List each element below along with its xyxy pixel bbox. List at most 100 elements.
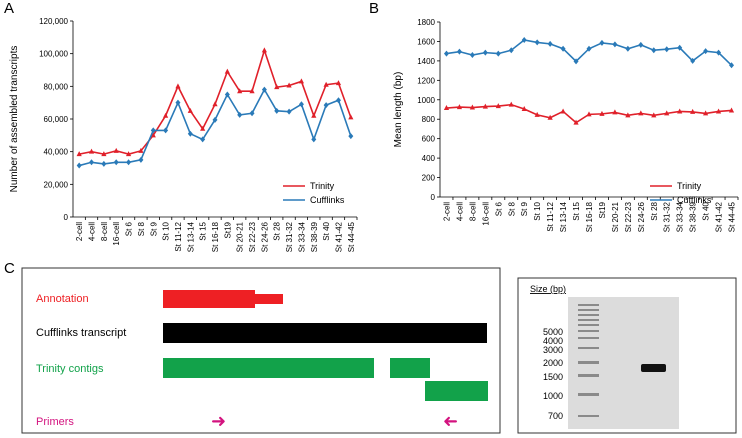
x-tick-label: St 8 — [137, 221, 146, 236]
y-tick-label: 100,000 — [39, 50, 68, 59]
ladder-band — [578, 374, 599, 377]
data-point-cufflinks — [89, 159, 95, 166]
gel-marker-label: 700 — [548, 411, 563, 421]
primer-reverse-arrow-icon: ➜ — [443, 411, 458, 432]
data-point-trinity — [286, 82, 292, 88]
x-tick-label: St 13-14 — [559, 201, 568, 232]
data-point-cufflinks — [482, 49, 488, 56]
data-point-cufflinks — [534, 39, 540, 46]
y-axis-title: Mean length (bp) — [393, 72, 404, 148]
data-point-cufflinks — [101, 160, 107, 167]
x-tick-label: St 6 — [125, 221, 134, 236]
x-tick-label: St 33-34 — [297, 221, 306, 252]
data-point-trinity — [547, 114, 553, 120]
ladder-band — [578, 361, 599, 364]
y-tick-label: 0 — [431, 193, 436, 202]
data-point-trinity — [586, 111, 592, 117]
data-point-trinity — [88, 148, 95, 154]
data-point-trinity — [150, 132, 156, 138]
data-point-cufflinks — [298, 101, 304, 108]
x-tick-label: St 16-18 — [585, 201, 594, 232]
data-point-trinity — [298, 78, 305, 84]
data-point-trinity — [200, 125, 206, 131]
x-tick-label: St 15 — [199, 221, 208, 240]
x-tick-label: St 41-42 — [715, 201, 724, 232]
y-tick-label: 120,000 — [39, 17, 68, 26]
x-tick-label: 8-cell — [100, 222, 109, 241]
data-point-cufflinks — [261, 86, 267, 93]
gel-marker-label: 1500 — [543, 372, 563, 382]
data-point-trinity — [534, 111, 540, 117]
data-point-cufflinks — [311, 136, 317, 143]
data-point-trinity — [163, 112, 169, 118]
gel-marker-label: 3000 — [543, 345, 563, 355]
data-point-cufflinks — [237, 111, 243, 118]
data-point-cufflinks — [547, 40, 553, 47]
y-tick-label: 1000 — [417, 96, 435, 105]
data-point-cufflinks — [138, 156, 144, 163]
series-line-cufflinks — [78, 87, 352, 167]
data-point-cufflinks — [212, 116, 218, 123]
data-point-cufflinks — [690, 57, 696, 64]
x-tick-label: St 24-26 — [637, 201, 646, 232]
x-tick-label: St 31-32 — [663, 201, 672, 232]
data-point-cufflinks — [729, 62, 735, 69]
x-tick-label: St 22-23 — [248, 221, 257, 252]
data-point-trinity — [728, 107, 735, 113]
ladder-lane — [578, 304, 599, 417]
y-tick-label: 400 — [422, 154, 436, 163]
data-point-trinity — [508, 101, 514, 107]
x-tick-label: St 38-39 — [689, 201, 698, 232]
x-tick-label: 8-cell — [468, 202, 477, 221]
x-tick-label: St 22-23 — [624, 201, 633, 232]
ladder-band — [578, 309, 599, 311]
data-point-trinity — [715, 108, 722, 114]
ladder-band — [578, 347, 599, 349]
data-point-trinity — [335, 80, 342, 86]
data-point-cufflinks — [508, 47, 514, 54]
legend-label-trinity: Trinity — [677, 181, 702, 191]
trinity-contig-3 — [425, 381, 488, 401]
y-axis-title: Number of assembled transcripts — [9, 46, 20, 193]
x-tick-label: St 40 — [322, 221, 331, 240]
transcript-schematic: Annotation Cufflinks transcript Trinity … — [21, 267, 501, 434]
primer-forward-arrow-icon: ➜ — [211, 411, 226, 432]
x-tick-label: St 20-21 — [611, 201, 620, 232]
x-tick-label: 4-cell — [455, 202, 464, 221]
data-point-cufflinks — [612, 41, 618, 48]
gel-marker-label: 2000 — [543, 358, 563, 368]
x-tick-label: St19 — [223, 221, 232, 238]
data-point-trinity — [573, 119, 579, 125]
x-tick-label: St 11-12 — [546, 201, 555, 231]
data-point-trinity — [651, 112, 657, 118]
data-point-cufflinks — [703, 48, 709, 55]
data-point-cufflinks — [651, 47, 657, 54]
data-point-cufflinks — [150, 127, 156, 134]
data-point-trinity — [274, 84, 280, 90]
data-point-trinity — [261, 47, 267, 53]
data-point-cufflinks — [716, 49, 722, 56]
ladder-band — [578, 304, 599, 306]
gel-size-label: Size (bp) — [530, 284, 566, 294]
legend-label-trinity: Trinity — [310, 181, 335, 191]
x-tick-label: 2-cell — [442, 202, 451, 221]
data-point-cufflinks — [286, 108, 292, 115]
data-point-cufflinks — [113, 159, 119, 166]
pcr-product-band — [641, 364, 666, 372]
y-tick-label: 1600 — [417, 37, 435, 46]
legend-label-cufflinks: Cufflinks — [677, 195, 712, 205]
y-tick-label: 0 — [64, 213, 69, 222]
data-point-cufflinks — [560, 45, 566, 52]
x-tick-label: St 28 — [650, 201, 659, 220]
data-point-cufflinks — [495, 50, 501, 57]
series-line-cufflinks — [446, 39, 733, 66]
trinity-contigs-label: Trinity contigs — [36, 363, 104, 375]
panel-letter-a: A — [4, 0, 14, 17]
x-tick-label: St 13-14 — [186, 221, 195, 252]
x-tick-label: St 16-18 — [211, 221, 220, 252]
x-tick-label: St 31-32 — [285, 221, 294, 252]
data-point-cufflinks — [249, 110, 255, 117]
ladder-band — [578, 393, 599, 396]
data-point-trinity — [125, 151, 132, 157]
